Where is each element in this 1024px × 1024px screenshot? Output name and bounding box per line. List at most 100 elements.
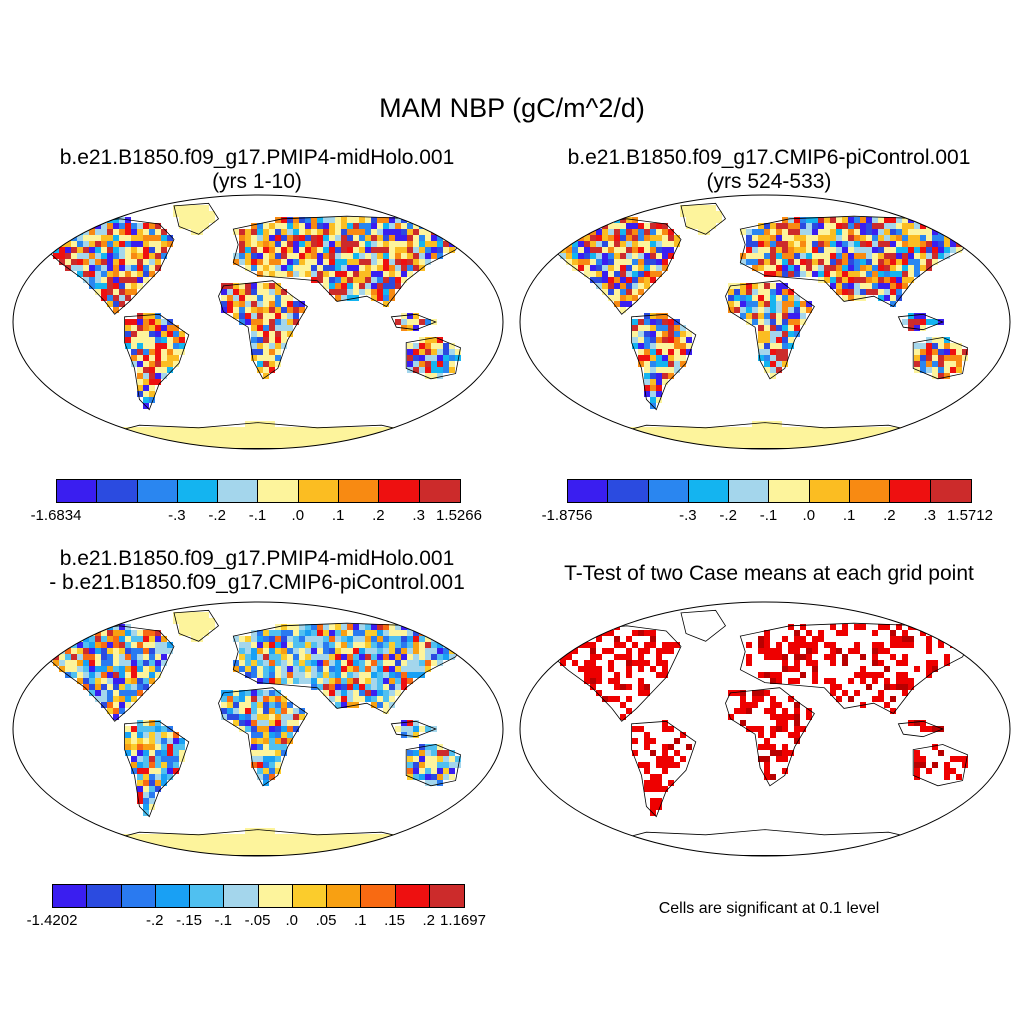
grid-cell [878, 241, 884, 247]
grid-cell [275, 846, 281, 852]
grid-cell [245, 714, 251, 720]
grid-cell [287, 271, 293, 277]
grid-cell [125, 750, 131, 756]
grid-cell [650, 247, 656, 253]
grid-cell [800, 726, 806, 732]
grid-cell [167, 325, 173, 331]
grid-cell [794, 313, 800, 319]
grid-cell [758, 319, 764, 325]
grid-cell [932, 247, 938, 253]
grid-cell [437, 367, 443, 373]
grid-cell [173, 343, 179, 349]
grid-cell [353, 696, 359, 702]
grid-cell [407, 654, 413, 660]
grid-cell [638, 235, 644, 241]
grid-cell [89, 253, 95, 259]
grid-cell [89, 678, 95, 684]
grid-cell [143, 355, 149, 361]
grid-cell [365, 277, 371, 283]
greenland-coastline [173, 609, 220, 642]
grid-cell [359, 654, 365, 660]
grid-cell [113, 217, 119, 223]
grid-cell [227, 427, 233, 433]
grid-cell [668, 343, 674, 349]
grid-cell [950, 756, 956, 762]
grid-cell [383, 648, 389, 654]
grid-cell [602, 648, 608, 654]
grid-cell [287, 331, 293, 337]
grid-cell [908, 223, 914, 229]
grid-cell [83, 642, 89, 648]
grid-cell [221, 834, 227, 840]
grid-cell [179, 343, 185, 349]
africa-coastline [725, 687, 815, 787]
grid-cell [131, 259, 137, 265]
grid-cell [407, 349, 413, 355]
grid-cell [245, 852, 251, 856]
grid-cell [137, 337, 143, 343]
grid-cell [143, 732, 149, 738]
grid-cell [125, 648, 131, 654]
grid-cell [872, 247, 878, 253]
grid-cell [656, 762, 662, 768]
grid-cell [656, 265, 662, 271]
grid-cell [938, 355, 944, 361]
grid-cell [680, 433, 686, 439]
grid-cell [758, 325, 764, 331]
grid-cell [149, 391, 155, 397]
grid-cell [353, 241, 359, 247]
grid-cell [347, 678, 353, 684]
grid-cell [179, 217, 185, 223]
grid-cell [401, 684, 407, 690]
grid-cell [395, 624, 401, 630]
grid-cell [317, 259, 323, 265]
grid-cell [287, 319, 293, 325]
grid-cell [311, 427, 317, 433]
grid-cell [245, 295, 251, 301]
grid-cell [377, 235, 383, 241]
grid-cell [914, 247, 920, 253]
grid-cell [287, 325, 293, 331]
grid-cell [119, 439, 125, 445]
grid-cell [167, 744, 173, 750]
grid-cell [896, 433, 902, 439]
grid-cell [281, 750, 287, 756]
grid-cell [836, 630, 842, 636]
grid-cell [920, 253, 926, 259]
grid-cell [251, 666, 257, 672]
grid-cell [311, 642, 317, 648]
grid-cell [650, 355, 656, 361]
grid-cell [89, 259, 95, 265]
panel2-title: b.e21.B1850.f09_g17.CMIP6-piControl.001 … [514, 146, 1024, 194]
grid-cell [251, 325, 257, 331]
grid-cell [770, 421, 776, 427]
colorbar-swatch [292, 885, 327, 907]
grid-cell [305, 654, 311, 660]
grid-cell [758, 223, 764, 229]
grid-cell [257, 708, 263, 714]
grid-cell [137, 750, 143, 756]
grid-cell [359, 289, 365, 295]
grid-cell [419, 774, 425, 780]
grid-cell [794, 307, 800, 313]
grid-cell [275, 325, 281, 331]
grid-cell [179, 756, 185, 762]
grid-cell [161, 253, 167, 259]
grid-cell [830, 445, 836, 449]
grid-cell [383, 445, 389, 449]
grid-cell [281, 433, 287, 439]
grid-cell [101, 229, 107, 235]
grid-cell [371, 439, 377, 445]
grid-cell [353, 642, 359, 648]
grid-cell [119, 217, 125, 223]
grid-cell [674, 361, 680, 367]
grid-cell [854, 283, 860, 289]
grid-cell [884, 678, 890, 684]
grid-cell [269, 750, 275, 756]
grid-cell [59, 259, 65, 265]
grid-cell [173, 205, 179, 211]
grid-cell [125, 289, 131, 295]
grid-cell [269, 301, 275, 307]
grid-cell [932, 337, 938, 343]
grid-cell [764, 355, 770, 361]
